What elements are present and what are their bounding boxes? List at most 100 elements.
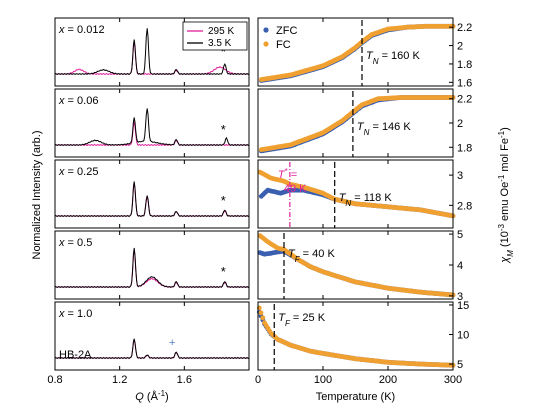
transition-label-part: T bbox=[357, 121, 365, 133]
panel-label-part: = 0.5 bbox=[65, 237, 93, 249]
impurity-star-marker-part: * bbox=[221, 193, 226, 208]
diffraction-panel-frame bbox=[54, 88, 250, 158]
x-tick-label: 300 bbox=[444, 374, 462, 386]
impurity-star-marker-part: * bbox=[221, 264, 226, 279]
y-tick-label: 3 bbox=[457, 291, 463, 303]
transition-label-part: = 160 K bbox=[379, 50, 421, 62]
legend-zfc-label: ZFC bbox=[276, 25, 297, 37]
susceptibility-y-axis-label-part: M bbox=[506, 250, 515, 257]
impurity-star-marker: * bbox=[221, 193, 226, 208]
panel-label-part: x bbox=[58, 166, 65, 178]
x-tick-label: 200 bbox=[379, 374, 397, 386]
y-tick-label: 2.2 bbox=[457, 22, 472, 34]
susceptibility-panel-frame bbox=[257, 159, 454, 229]
legend-295K-label-part: 295 K bbox=[208, 26, 234, 37]
transition-label-part: = 25 K bbox=[290, 312, 326, 324]
susceptibility-x-axis-label-part: Temperature (K) bbox=[316, 391, 395, 403]
transition-label: TN = 160 K bbox=[366, 50, 420, 66]
legend-zfc-marker bbox=[263, 27, 269, 33]
susceptibility-y-axis-label-part: ) bbox=[499, 127, 511, 131]
y-tick-label-part: 1.6 bbox=[457, 77, 472, 89]
diffraction-x-axis-label-part: -1 bbox=[158, 389, 166, 398]
panel-label: x = 0.06 bbox=[58, 95, 98, 107]
susceptibility-y-axis-label-part: (10 bbox=[499, 231, 511, 250]
y-tick-label-part: 3 bbox=[457, 291, 463, 303]
transition-label: TF = 40 K bbox=[288, 248, 335, 264]
impurity-plus-marker: + bbox=[169, 337, 175, 349]
fc-data-point bbox=[258, 310, 264, 316]
legend-3.5K-label-part: 3.5 K bbox=[208, 38, 232, 49]
y-tick-label-part: 1.8 bbox=[457, 142, 472, 154]
y-tick-label: 15 bbox=[457, 300, 469, 312]
transition-label-part: = 118 K bbox=[351, 192, 392, 204]
panel-label-part: x bbox=[58, 308, 65, 320]
instrument-label-part: HB-2A bbox=[59, 349, 92, 361]
y-tick-label: 1.8 bbox=[457, 142, 472, 154]
y-tick-label: 1.6 bbox=[457, 77, 472, 89]
impurity-star-marker: * bbox=[221, 44, 226, 59]
y-tick-label-part: 2.2 bbox=[457, 94, 472, 106]
x-tick-label-part: 1.2 bbox=[112, 374, 127, 386]
tstar-value: 49 K bbox=[284, 183, 307, 195]
susceptibility-y-axis-label-part: -3 bbox=[497, 223, 506, 231]
panel-label-part: x bbox=[58, 95, 65, 107]
y-tick-label: 10 bbox=[457, 330, 469, 342]
x-tick-label-part: 1.6 bbox=[177, 374, 192, 386]
impurity-star-marker: * bbox=[221, 122, 226, 137]
lt-3.5K-series-line bbox=[55, 108, 249, 146]
x-tick-label-part: 100 bbox=[314, 374, 332, 386]
transition-label-part: T bbox=[339, 192, 347, 204]
transition-label-part: F bbox=[285, 319, 291, 328]
diffraction-x-axis-label-part: (Å bbox=[144, 390, 159, 403]
x-tick-label-part: 200 bbox=[379, 374, 397, 386]
x-tick-label-part: 300 bbox=[444, 374, 462, 386]
legend-fc-marker bbox=[263, 41, 269, 47]
y-tick-label-part: 5 bbox=[457, 359, 463, 371]
transition-label-part: T bbox=[278, 312, 286, 324]
transition-label-part: T bbox=[366, 50, 374, 62]
tstar-value-part: 49 K bbox=[284, 183, 307, 195]
impurity-star-marker-part: * bbox=[221, 44, 226, 59]
transition-label-part: = 40 K bbox=[300, 248, 336, 260]
transition-label: TN = 118 K bbox=[339, 192, 393, 208]
diffraction-x-axis-label-part: ) bbox=[165, 391, 169, 403]
susceptibility-y-axis-label-part: χ bbox=[499, 256, 511, 264]
instrument-label: HB-2A bbox=[59, 349, 92, 361]
y-tick-label: 2.8 bbox=[457, 200, 472, 212]
y-tick-label: 4 bbox=[457, 260, 463, 272]
diffraction-x-axis-label-part: Q bbox=[135, 391, 144, 403]
diffraction-x-axis-label: Q (Å-1) bbox=[135, 389, 168, 404]
diffraction-panel-frame bbox=[54, 301, 250, 371]
tstar-label-part: * bbox=[285, 167, 288, 176]
diffraction-y-axis-label: Normalized Intensity (arb.) bbox=[31, 131, 43, 260]
legend-fc-label-part: FC bbox=[276, 39, 291, 51]
x-tick-label: 1.2 bbox=[112, 374, 127, 386]
x-tick-label: 1.6 bbox=[177, 374, 192, 386]
diffraction-panel-frame bbox=[54, 159, 250, 229]
diffraction-legend bbox=[182, 21, 248, 51]
fc-data-point bbox=[260, 315, 266, 321]
transition-label: TF = 25 K bbox=[278, 312, 325, 328]
panel-label-part: x bbox=[58, 237, 65, 249]
y-tick-label: 2.2 bbox=[457, 94, 472, 106]
lt-3.5K-series-line bbox=[55, 28, 249, 75]
impurity-star-marker-part: * bbox=[221, 122, 226, 137]
susceptibility-y-axis-label-part: -1 bbox=[497, 130, 506, 138]
susceptibility-x-axis-label: Temperature (K) bbox=[316, 391, 395, 403]
y-tick-label: 5 bbox=[457, 359, 463, 371]
susceptibility-panel-frame bbox=[257, 17, 454, 87]
susceptibility-y-axis-label: χM (10-3 emu Oe-1 mol Fe-1) bbox=[497, 127, 515, 264]
susceptibility-panel-frame bbox=[257, 301, 454, 371]
transition-label-part: N bbox=[373, 57, 379, 66]
x-tick-label: 100 bbox=[314, 374, 332, 386]
panel-label-part: = 0.25 bbox=[65, 166, 99, 178]
y-tick-label: 2 bbox=[457, 41, 463, 53]
susceptibility-y-axis-label-part: mol Fe bbox=[499, 138, 511, 175]
lt-3.5K-series-line bbox=[55, 338, 249, 359]
y-tick-label-part: 15 bbox=[457, 300, 469, 312]
transition-label-part: N bbox=[364, 128, 370, 137]
tstar-label: T* = bbox=[278, 167, 297, 182]
x-tick-label: 0.8 bbox=[47, 374, 62, 386]
tstar-label-part: T bbox=[278, 169, 286, 181]
